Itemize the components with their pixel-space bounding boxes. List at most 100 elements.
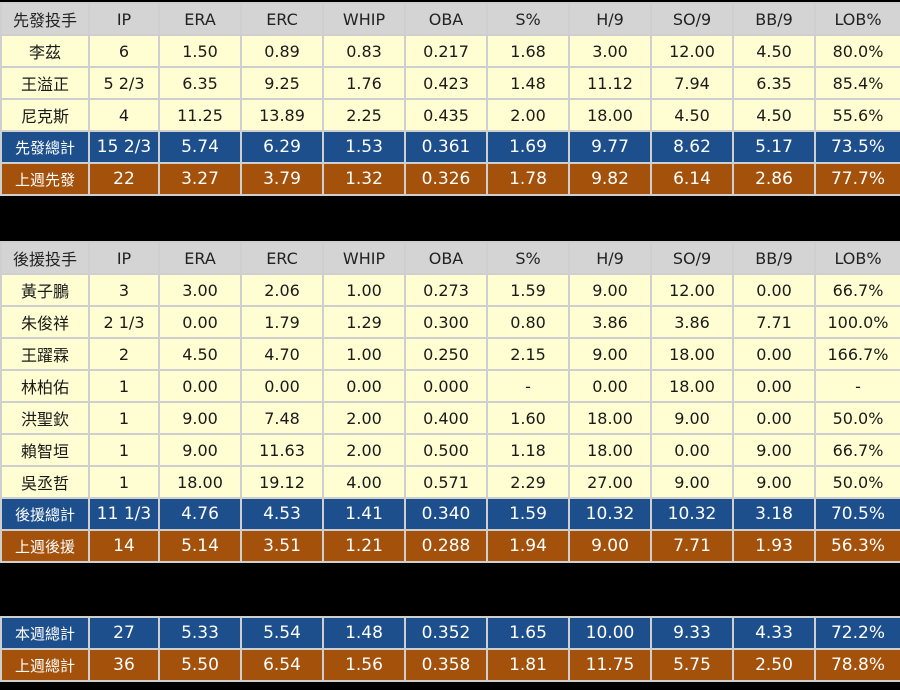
stat-ip: 1 [88, 465, 160, 499]
stat-h9: 9.00 [568, 529, 652, 563]
stat-whip: 0.00 [322, 369, 406, 403]
column-header-erc: ERC [240, 2, 324, 36]
stat-h9: 18.00 [568, 98, 652, 132]
stat-h9: 9.00 [568, 337, 652, 371]
stat-erc: 3.79 [240, 162, 324, 196]
column-header-s: S% [486, 241, 570, 275]
stat-bb9: 9.00 [732, 465, 816, 499]
stat-h9: 10.32 [568, 497, 652, 531]
stat-h9: 3.00 [568, 34, 652, 68]
column-header-pitcher: 先發投手 [0, 2, 90, 36]
pitcher-name: 後援總計 [0, 497, 90, 531]
stat-lob: 80.0% [814, 34, 900, 68]
column-header-bb9: BB/9 [732, 2, 816, 36]
stat-oba: 0.326 [404, 162, 488, 196]
stat-bb9: 1.93 [732, 529, 816, 563]
stat-h9: 18.00 [568, 433, 652, 467]
stat-erc: 6.29 [240, 130, 324, 164]
pitcher-name: 黃子鵬 [0, 273, 90, 307]
stat-whip: 1.00 [322, 273, 406, 307]
reliever-row: 朱俊祥 2 1/3 0.00 1.79 1.29 0.300 0.80 3.86 3.86 7.7… [0, 305, 900, 339]
column-header-whip: WHIP [322, 2, 406, 36]
stat-oba: 0.400 [404, 401, 488, 435]
stat-bb9: 5.17 [732, 130, 816, 164]
stat-bb9: 0.00 [732, 337, 816, 371]
stat-lob: 50.0% [814, 401, 900, 435]
stat-s: 1.59 [486, 273, 570, 307]
column-header-whip: WHIP [322, 241, 406, 275]
column-header-pitcher: 後援投手 [0, 241, 90, 275]
stat-whip: 1.56 [322, 648, 406, 682]
starters-last-week-row: 上週先發 22 3.27 3.79 1.32 0.326 1.78 9.82 6.14 2.86 7… [0, 162, 900, 196]
stat-ip: 11 1/3 [88, 497, 160, 531]
column-header-lob: LOB% [814, 241, 900, 275]
stat-s: 2.15 [486, 337, 570, 371]
stat-era: 5.14 [158, 529, 242, 563]
pitcher-name: 賴智垣 [0, 433, 90, 467]
stat-era: 6.35 [158, 66, 242, 100]
stat-s: 1.59 [486, 497, 570, 531]
stat-erc: 1.79 [240, 305, 324, 339]
stat-era: 9.00 [158, 433, 242, 467]
stat-ip: 5 2/3 [88, 66, 160, 100]
column-header-lob: LOB% [814, 2, 900, 36]
summary-table: 本週總計 27 5.33 5.54 1.48 0.352 1.65 10.00 9.33 4.33… [0, 616, 900, 682]
stat-so9: 9.00 [650, 401, 734, 435]
stat-so9: 18.00 [650, 337, 734, 371]
stat-so9: 7.71 [650, 529, 734, 563]
stat-s: 2.00 [486, 98, 570, 132]
stat-bb9: 2.86 [732, 162, 816, 196]
stat-whip: 1.53 [322, 130, 406, 164]
stat-erc: 11.63 [240, 433, 324, 467]
starters-total-row: 先發總計 15 2/3 5.74 6.29 1.53 0.361 1.69 9.77 8.62 5… [0, 130, 900, 164]
stat-era: 4.50 [158, 337, 242, 371]
stat-lob: - [814, 369, 900, 403]
stat-whip: 1.21 [322, 529, 406, 563]
stat-so9: 7.94 [650, 66, 734, 100]
relievers-total-row: 後援總計 11 1/3 4.76 4.53 1.41 0.340 1.59 10.32 10.3… [0, 497, 900, 531]
stat-oba: 0.352 [404, 616, 488, 650]
stat-erc: 9.25 [240, 66, 324, 100]
stat-s: - [486, 369, 570, 403]
stat-s: 1.65 [486, 616, 570, 650]
stat-lob: 85.4% [814, 66, 900, 100]
reliever-row: 賴智垣 1 9.00 11.63 2.00 0.500 1.18 18.00 0.00 9.00 6… [0, 433, 900, 467]
pitcher-name: 尼克斯 [0, 98, 90, 132]
stat-oba: 0.288 [404, 529, 488, 563]
pitcher-name: 上週後援 [0, 529, 90, 563]
stat-whip: 1.48 [322, 616, 406, 650]
stat-era: 4.76 [158, 497, 242, 531]
stat-so9: 18.00 [650, 369, 734, 403]
stat-so9: 5.75 [650, 648, 734, 682]
stat-whip: 2.00 [322, 433, 406, 467]
last-week-total-row: 上週總計 36 5.50 6.54 1.56 0.358 1.81 11.75 5.75 2.50… [0, 648, 900, 682]
pitcher-name: 洪聖欽 [0, 401, 90, 435]
stat-era: 3.00 [158, 273, 242, 307]
reliever-row: 林柏佑 1 0.00 0.00 0.00 0.000-0.00 18.00 0.00- [0, 369, 900, 403]
column-header-s: S% [486, 2, 570, 36]
stat-oba: 0.358 [404, 648, 488, 682]
stat-oba: 0.000 [404, 369, 488, 403]
pitcher-name: 王躍霖 [0, 337, 90, 371]
stat-s: 1.18 [486, 433, 570, 467]
stat-lob: 56.3% [814, 529, 900, 563]
stat-whip: 2.25 [322, 98, 406, 132]
starter-row: 尼克斯 4 11.25 13.89 2.25 0.435 2.00 18.00 4.50 4.50… [0, 98, 900, 132]
column-header-erc: ERC [240, 241, 324, 275]
stat-lob: 73.5% [814, 130, 900, 164]
stat-oba: 0.500 [404, 433, 488, 467]
stat-era: 9.00 [158, 401, 242, 435]
stat-oba: 0.361 [404, 130, 488, 164]
stat-whip: 4.00 [322, 465, 406, 499]
pitcher-name: 先發總計 [0, 130, 90, 164]
stat-s: 0.80 [486, 305, 570, 339]
stat-so9: 9.33 [650, 616, 734, 650]
stat-era: 1.50 [158, 34, 242, 68]
stat-oba: 0.273 [404, 273, 488, 307]
column-header-ip: IP [88, 241, 160, 275]
relievers-last-week-row: 上週後援 14 5.14 3.51 1.21 0.288 1.94 9.00 7.71 1.93 5… [0, 529, 900, 563]
pitcher-name: 上週總計 [0, 648, 90, 682]
stat-h9: 9.82 [568, 162, 652, 196]
stat-whip: 1.29 [322, 305, 406, 339]
pitcher-name: 上週先發 [0, 162, 90, 196]
